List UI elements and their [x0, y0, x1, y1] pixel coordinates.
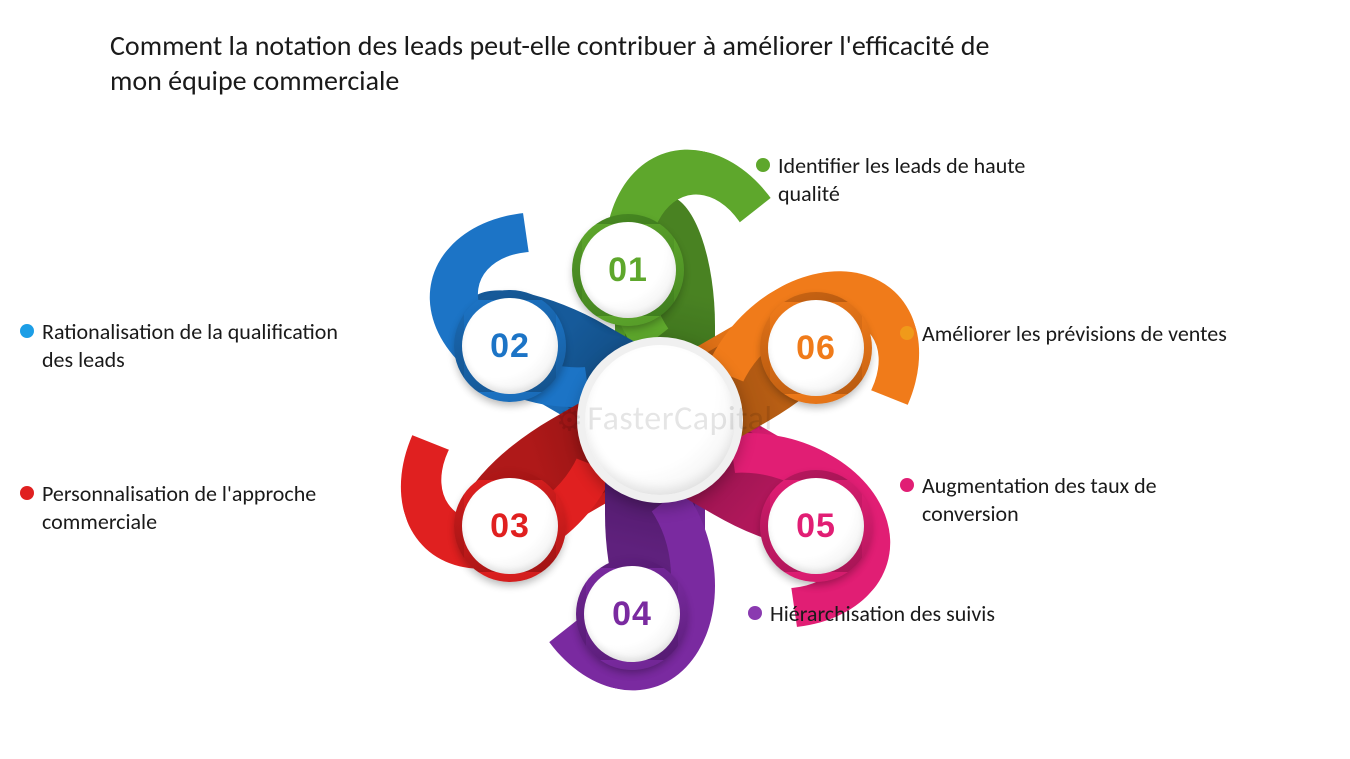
badge-02: 02 — [462, 298, 558, 394]
item-label-text-02: Rationalisation de la qualification des … — [42, 318, 356, 373]
item-label-04: Hiérarchisation des suivis — [748, 600, 1068, 628]
bullet-icon — [748, 606, 762, 620]
item-label-06: Améliorer les prévisions de ventes — [900, 320, 1260, 348]
badge-03: 03 — [462, 478, 558, 574]
item-label-05: Augmentation des taux de conversion — [900, 472, 1200, 527]
bullet-icon — [900, 478, 914, 492]
bullet-icon — [900, 326, 914, 340]
badge-number-05: 05 — [796, 507, 836, 546]
item-label-02: Rationalisation de la qualification des … — [20, 318, 360, 373]
badge-number-03: 03 — [490, 507, 530, 546]
badge-01: 01 — [580, 222, 676, 318]
badge-number-02: 02 — [490, 327, 530, 366]
center-circle — [577, 337, 743, 503]
badge-number-01: 01 — [608, 251, 648, 290]
page-title: Comment la notation des leads peut-elle … — [110, 28, 1030, 98]
item-label-01: Identifier les leads de haute qualité — [756, 152, 1056, 207]
bullet-icon — [20, 324, 34, 338]
item-label-text-04: Hiérarchisation des suivis — [770, 600, 1064, 628]
badge-06: 06 — [768, 300, 864, 396]
item-label-text-05: Augmentation des taux de conversion — [922, 472, 1196, 527]
item-label-03: Personnalisation de l'approche commercia… — [20, 480, 360, 535]
badge-05: 05 — [768, 478, 864, 574]
badge-number-04: 04 — [612, 595, 652, 634]
bullet-icon — [756, 158, 770, 172]
badge-04: 04 — [584, 566, 680, 662]
item-label-text-06: Améliorer les prévisions de ventes — [922, 320, 1256, 348]
badge-number-06: 06 — [796, 329, 836, 368]
item-label-text-01: Identifier les leads de haute qualité — [778, 152, 1052, 207]
item-label-text-03: Personnalisation de l'approche commercia… — [42, 480, 356, 535]
bullet-icon — [20, 486, 34, 500]
